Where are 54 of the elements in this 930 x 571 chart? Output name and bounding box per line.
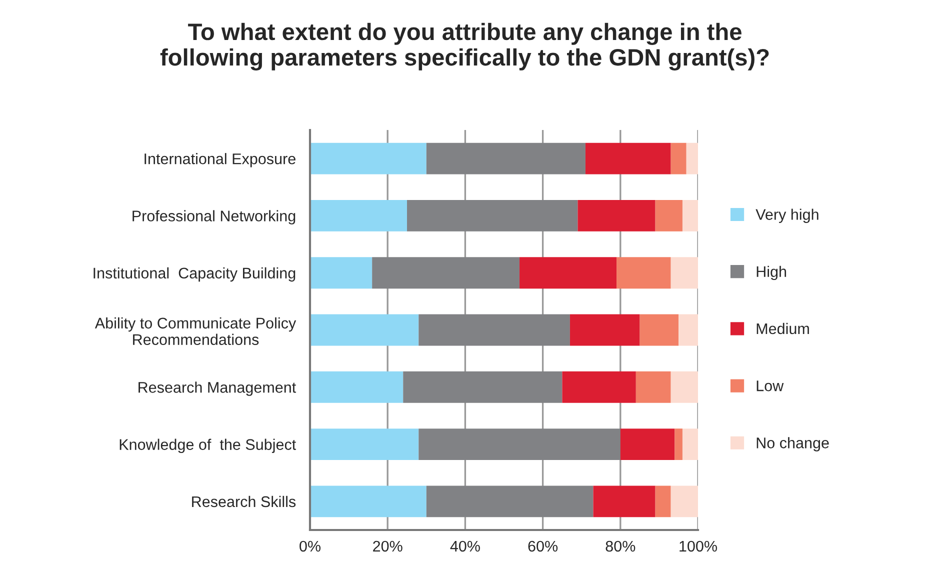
bar: [578, 200, 656, 232]
bar: [636, 371, 671, 403]
bar: [686, 142, 698, 174]
x-tick-label: 80%: [606, 540, 636, 552]
bar: [407, 200, 578, 232]
y-tick-label: Research Skills: [192, 496, 296, 508]
bar: [310, 314, 419, 346]
legend-label: Low: [756, 380, 784, 392]
x-tick-label: 20%: [373, 540, 402, 552]
bar: [616, 257, 671, 289]
bar: [426, 486, 594, 518]
bar: [682, 200, 698, 232]
bar: [310, 142, 426, 174]
y-tick-label: Institutional Capacity Building: [94, 267, 296, 282]
bar: [670, 142, 686, 174]
x-tick-label: 40%: [450, 540, 480, 552]
x-tick-label: 0%: [300, 540, 320, 552]
bar: [520, 257, 617, 289]
chart-title: To what extent do you attribute any change in the following parameters specifically to the GDN grant(s)?: [160, 22, 769, 70]
bar: [418, 428, 620, 460]
bar: [310, 371, 404, 403]
bar: [670, 371, 698, 403]
bar: [655, 200, 682, 232]
bar: [562, 371, 636, 403]
y-tick-label: Ability to Communicate Policy Recommendations: [94, 317, 296, 346]
bar: [670, 486, 698, 518]
legend-label: High: [756, 266, 786, 280]
bar: [403, 371, 562, 403]
bar: [620, 428, 675, 460]
x-tick-label: 100%: [680, 540, 717, 552]
bar: [593, 486, 656, 518]
bar: [310, 428, 419, 460]
legend-label: Very high: [756, 208, 818, 223]
x-tick-label: 60%: [528, 540, 558, 552]
bar: [682, 428, 698, 460]
bar: [310, 486, 426, 518]
y-tick-label: Research Management: [138, 382, 296, 396]
bar: [670, 257, 698, 289]
y-tick-label: Professional Networking: [132, 210, 296, 224]
bar: [655, 486, 671, 518]
bar: [310, 257, 372, 289]
bar: [674, 428, 682, 460]
bar: [426, 142, 586, 174]
bar: [310, 200, 407, 232]
bar: [372, 257, 520, 289]
bar: [585, 142, 671, 174]
y-tick-label: International Exposure: [144, 153, 296, 168]
legend-label: Medium: [756, 322, 809, 334]
bar: [640, 314, 679, 346]
bar: [678, 314, 698, 346]
legend-label: No change: [756, 437, 829, 452]
bar: [418, 314, 570, 346]
y-tick-label: Knowledge of the Subject: [120, 438, 296, 453]
bar: [570, 314, 640, 346]
